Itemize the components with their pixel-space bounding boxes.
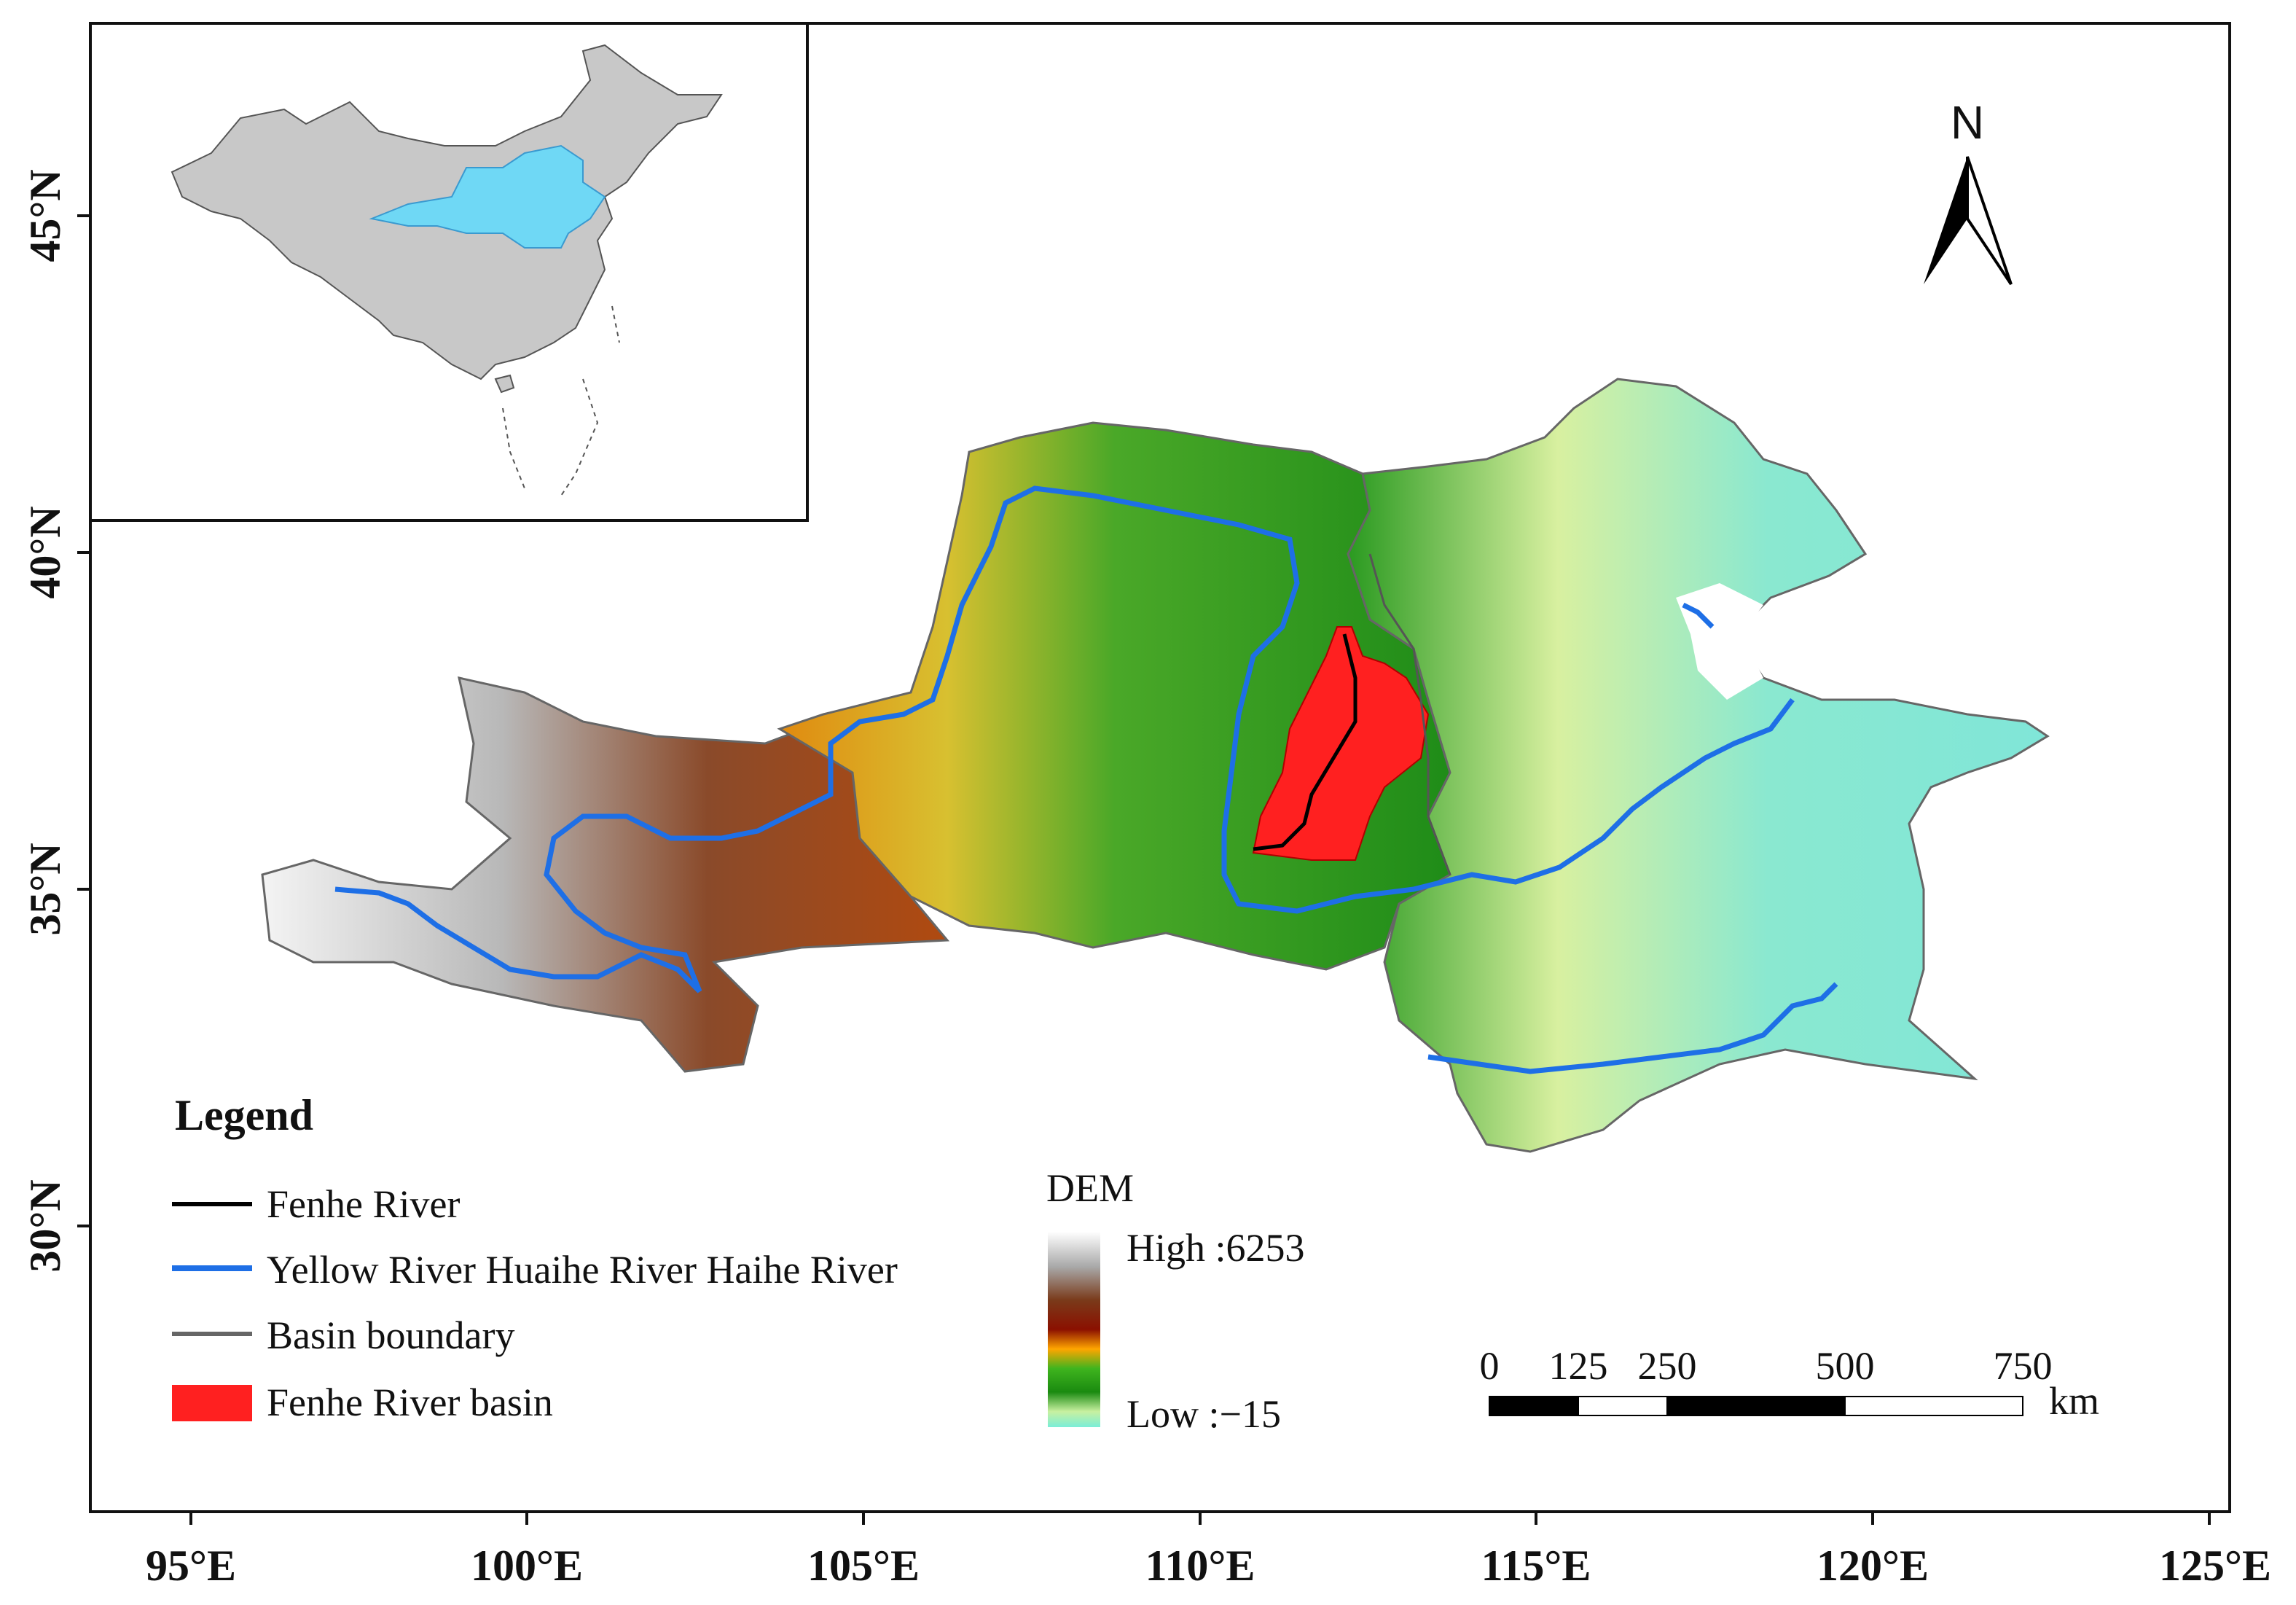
- legend: Legend Fenhe River Yellow River Huaihe R…: [172, 1091, 898, 1424]
- dem-legend: DEM High :6253 Low :−15: [1046, 1166, 1305, 1436]
- yellow-river: [334, 485, 1795, 993]
- scale-segment-white: [1844, 1396, 2023, 1416]
- map-frame: [89, 22, 2231, 1513]
- y-tick-label: 40°N: [21, 506, 69, 598]
- north-arrow-label: N: [1951, 96, 1984, 149]
- scale-bar: 0 125 250 500 750 km: [1480, 1344, 2100, 1423]
- fenhe-river: [1253, 633, 1357, 851]
- dem-legend-title: DEM: [1046, 1166, 1134, 1210]
- legend-swatch-fenhe-basin: [172, 1385, 252, 1421]
- y-axis-ticks: [77, 214, 90, 1227]
- x-tick-label: 95°E: [146, 1542, 236, 1590]
- legend-item-label: Fenhe River basin: [267, 1381, 553, 1424]
- north-arrow-dark-half: [1924, 157, 1967, 284]
- scale-label: 0: [1480, 1344, 1500, 1388]
- haihe-river: [1682, 602, 1715, 629]
- inset-hainan: [494, 374, 515, 394]
- legend-title: Legend: [175, 1091, 313, 1139]
- scale-segment-black: [1489, 1396, 1579, 1416]
- scale-label: 750: [1994, 1344, 2053, 1388]
- x-tick-label: 110°E: [1145, 1542, 1255, 1590]
- scale-label: 250: [1638, 1344, 1697, 1388]
- huaihe-river: [1427, 982, 1838, 1074]
- x-axis-ticks: [189, 1512, 2211, 1525]
- y-tick-label: 35°N: [21, 843, 69, 935]
- inset-china-map: [89, 22, 809, 522]
- legend-item-label: Fenhe River: [267, 1182, 460, 1226]
- x-tick-label: 125°E: [2159, 1542, 2271, 1590]
- x-tick-label: 115°E: [1481, 1542, 1591, 1590]
- x-tick-label: 105°E: [807, 1542, 920, 1590]
- scale-unit: km: [2049, 1379, 2099, 1423]
- north-arrow: N: [1924, 96, 2013, 286]
- inset-south-sea-islands: [502, 305, 620, 496]
- inset-study-area: [369, 144, 606, 249]
- dem-low-label: Low :−15: [1127, 1392, 1281, 1436]
- dem-high-label: High :6253: [1127, 1226, 1305, 1270]
- basin-boundary-inner: [1368, 553, 1451, 875]
- scale-label: 125: [1549, 1344, 1608, 1388]
- north-arrow-light-half: [1966, 156, 2013, 286]
- x-tick-label: 100°E: [471, 1542, 583, 1590]
- scale-segment-black: [1666, 1396, 1846, 1416]
- x-tick-label: 120°E: [1817, 1542, 1929, 1590]
- y-tick-label: 45°N: [21, 169, 69, 262]
- scale-label: 500: [1816, 1344, 1875, 1388]
- y-tick-label: 30°N: [21, 1179, 69, 1272]
- legend-item-label: Basin boundary: [267, 1313, 514, 1357]
- scale-segment-white: [1578, 1396, 1668, 1416]
- legend-item-label: Yellow River Huaihe River Haihe River: [267, 1248, 898, 1292]
- dem-color-bar: [1048, 1232, 1100, 1427]
